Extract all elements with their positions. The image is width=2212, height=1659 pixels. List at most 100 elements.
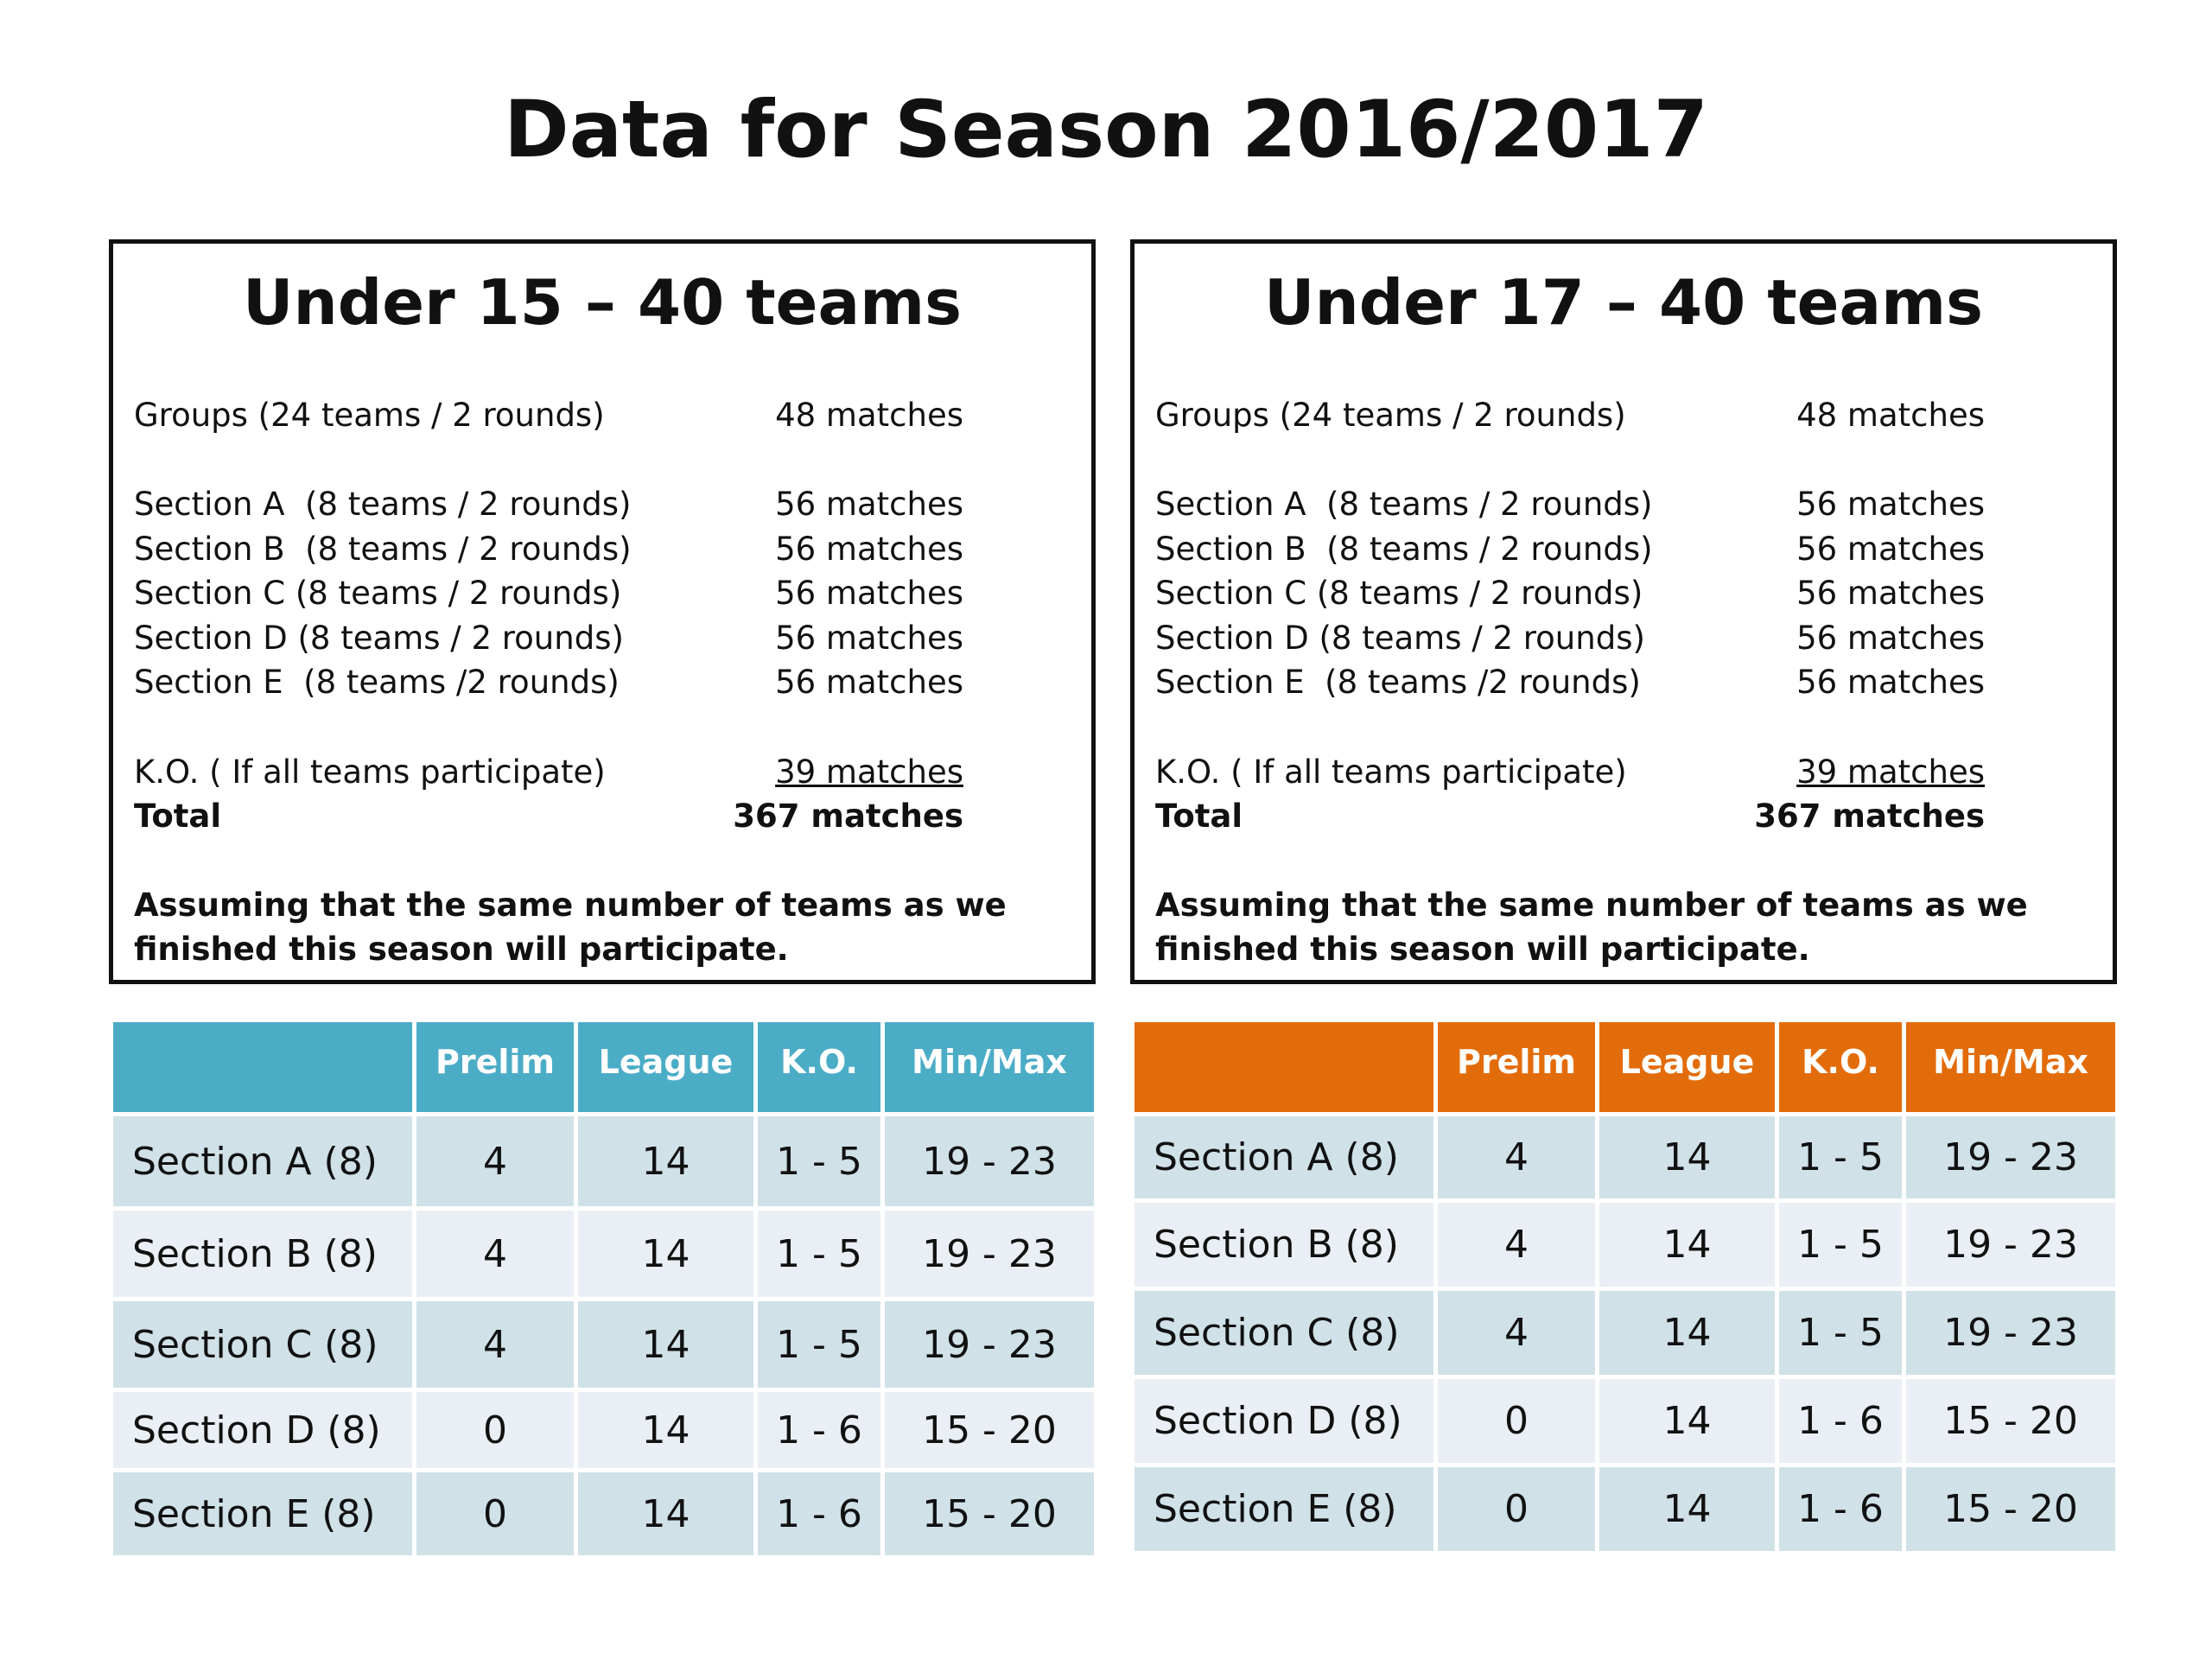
- section-name-cell: Section E (8): [113, 1472, 412, 1555]
- prelim-cell: 4: [1438, 1291, 1595, 1375]
- league-cell: 14: [578, 1392, 753, 1468]
- row-value: 56 matches: [775, 531, 963, 568]
- row-label: Total: [1155, 798, 1243, 835]
- row-value: 56 matches: [1796, 620, 1985, 657]
- prelim-cell: 0: [416, 1472, 574, 1555]
- min-max-cell: 19 - 23: [885, 1116, 1094, 1206]
- header-cell-ko: K.O.: [1779, 1022, 1902, 1112]
- assumption-note: Assuming that the same number of teams a…: [1155, 887, 2028, 968]
- min-max-cell: 19 - 23: [885, 1211, 1094, 1297]
- table-row: Section D (8) 0 14 1 - 6 15 - 20: [113, 1392, 1094, 1468]
- row-label: Total: [134, 798, 222, 835]
- prelim-cell: 4: [416, 1301, 574, 1388]
- header-cell-prelim: Prelim: [1438, 1022, 1595, 1112]
- ko-cell: 1 - 6: [758, 1392, 880, 1468]
- league-cell: 14: [1599, 1291, 1775, 1375]
- under17-schedule-table: Prelim League K.O. Min/Max Section A (8)…: [1130, 1018, 2120, 1555]
- row-value: 367 matches: [733, 798, 963, 835]
- section-name-cell: Section B (8): [1135, 1203, 1433, 1287]
- row-value: 56 matches: [775, 620, 963, 657]
- prelim-cell: 0: [416, 1392, 574, 1468]
- row-value: 367 matches: [1754, 798, 1985, 835]
- table-row: Section D (8) 0 14 1 - 6 15 - 20: [1135, 1379, 2115, 1463]
- table-row: Section B (8) 4 14 1 - 5 19 - 23: [113, 1211, 1094, 1297]
- under17-summary-box: Under 17 – 40 teams Groups (24 teams / 2…: [1130, 239, 2117, 984]
- league-cell: 14: [1599, 1379, 1775, 1463]
- row-value: 56 matches: [1796, 664, 1985, 701]
- row-value: 39 matches: [775, 753, 963, 791]
- prelim-cell: 4: [1438, 1203, 1595, 1287]
- row-value: 56 matches: [775, 575, 963, 612]
- header-cell-blank: [1135, 1022, 1433, 1112]
- table-row: Section E (8) 0 14 1 - 6 15 - 20: [1135, 1467, 2115, 1551]
- min-max-cell: 19 - 23: [1906, 1203, 2115, 1287]
- table-row: Section E (8) 0 14 1 - 6 15 - 20: [113, 1472, 1094, 1555]
- row-label: Section A (8 teams / 2 rounds): [134, 486, 632, 523]
- table-row: Section A (8) 4 14 1 - 5 19 - 23: [1135, 1116, 2115, 1198]
- ko-cell: 1 - 5: [1779, 1291, 1902, 1375]
- header-cell-league: League: [1599, 1022, 1775, 1112]
- min-max-cell: 15 - 20: [1906, 1379, 2115, 1463]
- section-name-cell: Section D (8): [113, 1392, 412, 1468]
- slide-title: Data for Season 2016/2017: [504, 85, 1708, 175]
- min-max-cell: 15 - 20: [1906, 1467, 2115, 1551]
- row-value: 56 matches: [1796, 531, 1985, 568]
- header-cell-prelim: Prelim: [416, 1022, 574, 1112]
- section-name-cell: Section A (8): [1135, 1116, 1433, 1198]
- section-name-cell: Section C (8): [1135, 1291, 1433, 1375]
- ko-cell: 1 - 6: [758, 1472, 880, 1555]
- prelim-cell: 4: [1438, 1116, 1595, 1198]
- row-value: 48 matches: [775, 397, 963, 434]
- min-max-cell: 19 - 23: [1906, 1291, 2115, 1375]
- header-cell-blank: [113, 1022, 412, 1112]
- header-cell-ko: K.O.: [758, 1022, 880, 1112]
- row-value: 56 matches: [775, 664, 963, 701]
- league-cell: 14: [1599, 1467, 1775, 1551]
- row-value: 56 matches: [1796, 486, 1985, 523]
- min-max-cell: 15 - 20: [885, 1472, 1094, 1555]
- league-cell: 14: [1599, 1116, 1775, 1198]
- header-cell-min-max: Min/Max: [1906, 1022, 2115, 1112]
- table-row: Section C (8) 4 14 1 - 5 19 - 23: [1135, 1291, 2115, 1375]
- table-header-row: Prelim League K.O. Min/Max: [113, 1022, 1094, 1112]
- box-heading: Under 17 – 40 teams: [1264, 266, 1983, 339]
- league-cell: 14: [578, 1116, 753, 1206]
- row-label: Section E (8 teams /2 rounds): [134, 664, 620, 701]
- row-label: Section D (8 teams / 2 rounds): [1155, 620, 1645, 657]
- league-cell: 14: [1599, 1203, 1775, 1287]
- row-label: Groups (24 teams / 2 rounds): [1155, 397, 1626, 434]
- min-max-cell: 19 - 23: [885, 1301, 1094, 1388]
- row-label: Section B (8 teams / 2 rounds): [1155, 531, 1653, 568]
- row-value: 48 matches: [1796, 397, 1985, 434]
- prelim-cell: 4: [416, 1211, 574, 1297]
- under15-summary-box: Under 15 – 40 teams Groups (24 teams / 2…: [109, 239, 1096, 984]
- section-name-cell: Section A (8): [113, 1116, 412, 1206]
- row-label: Section B (8 teams / 2 rounds): [134, 531, 632, 568]
- row-label: Section D (8 teams / 2 rounds): [134, 620, 624, 657]
- section-name-cell: Section C (8): [113, 1301, 412, 1388]
- table-row: Section A (8) 4 14 1 - 5 19 - 23: [113, 1116, 1094, 1206]
- section-name-cell: Section D (8): [1135, 1379, 1433, 1463]
- header-cell-league: League: [578, 1022, 753, 1112]
- ko-cell: 1 - 5: [758, 1301, 880, 1388]
- section-name-cell: Section B (8): [113, 1211, 412, 1297]
- ko-cell: 1 - 5: [1779, 1116, 1902, 1198]
- min-max-cell: 15 - 20: [885, 1392, 1094, 1468]
- table-row: Section C (8) 4 14 1 - 5 19 - 23: [113, 1301, 1094, 1388]
- section-name-cell: Section E (8): [1135, 1467, 1433, 1551]
- row-label: K.O. ( If all teams participate): [1155, 753, 1627, 791]
- row-label: Section C (8 teams / 2 rounds): [1155, 575, 1643, 612]
- row-value: 56 matches: [775, 486, 963, 523]
- table-row: Section B (8) 4 14 1 - 5 19 - 23: [1135, 1203, 2115, 1287]
- row-label: Groups (24 teams / 2 rounds): [134, 397, 605, 434]
- row-label: Section E (8 teams /2 rounds): [1155, 664, 1641, 701]
- row-label: K.O. ( If all teams participate): [134, 753, 606, 791]
- table-header-row: Prelim League K.O. Min/Max: [1135, 1022, 2115, 1112]
- row-value: 56 matches: [1796, 575, 1985, 612]
- ko-cell: 1 - 5: [1779, 1203, 1902, 1287]
- league-cell: 14: [578, 1211, 753, 1297]
- header-cell-min-max: Min/Max: [885, 1022, 1094, 1112]
- box-heading: Under 15 – 40 teams: [243, 266, 962, 339]
- row-value: 39 matches: [1796, 753, 1985, 791]
- ko-cell: 1 - 6: [1779, 1379, 1902, 1463]
